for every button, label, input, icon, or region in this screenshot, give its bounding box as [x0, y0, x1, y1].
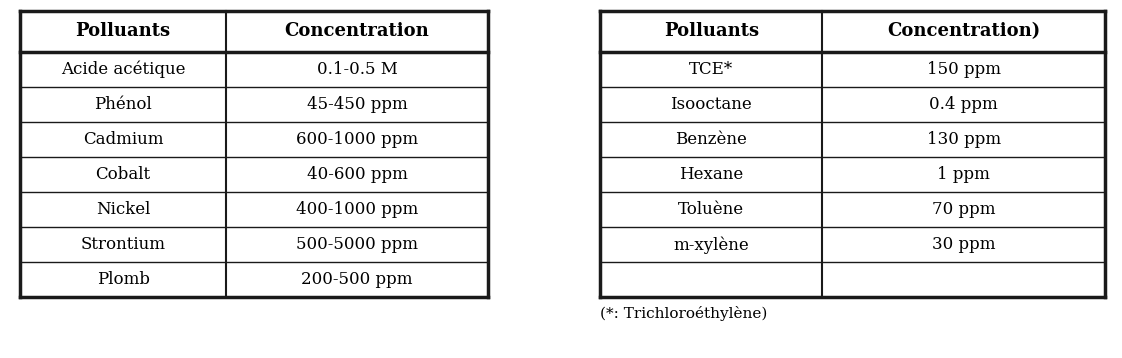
Text: Hexane: Hexane	[679, 166, 744, 183]
Text: Concentration: Concentration	[285, 22, 430, 40]
Text: 40-600 ppm: 40-600 ppm	[306, 166, 407, 183]
Text: 0.4 ppm: 0.4 ppm	[929, 96, 999, 113]
Text: 45-450 ppm: 45-450 ppm	[306, 96, 407, 113]
Text: Toluène: Toluène	[679, 201, 744, 218]
Text: (*: Trichloroéthylène): (*: Trichloroéthylène)	[600, 306, 767, 321]
Text: Benzène: Benzène	[675, 131, 747, 148]
Text: 600-1000 ppm: 600-1000 ppm	[296, 131, 419, 148]
Text: m-xylène: m-xylène	[673, 236, 749, 253]
Text: Polluants: Polluants	[75, 22, 171, 40]
Text: Strontium: Strontium	[81, 236, 166, 253]
Text: Concentration): Concentration)	[888, 22, 1040, 40]
Text: Cadmium: Cadmium	[83, 131, 164, 148]
Text: 200-500 ppm: 200-500 ppm	[302, 271, 413, 289]
Text: 130 ppm: 130 ppm	[927, 131, 1001, 148]
Text: 70 ppm: 70 ppm	[932, 201, 995, 218]
Text: Phénol: Phénol	[94, 96, 151, 113]
Text: 1 ppm: 1 ppm	[937, 166, 991, 183]
Text: Nickel: Nickel	[96, 201, 150, 218]
Text: Polluants: Polluants	[664, 22, 758, 40]
Text: Isooctane: Isooctane	[671, 96, 752, 113]
Text: Cobalt: Cobalt	[95, 166, 150, 183]
Text: 30 ppm: 30 ppm	[932, 236, 995, 253]
Text: Acide acétique: Acide acétique	[61, 61, 185, 78]
Text: 400-1000 ppm: 400-1000 ppm	[296, 201, 419, 218]
Text: 500-5000 ppm: 500-5000 ppm	[296, 236, 419, 253]
Text: 0.1-0.5 M: 0.1-0.5 M	[316, 61, 397, 78]
Text: TCE*: TCE*	[689, 61, 734, 78]
Text: 150 ppm: 150 ppm	[927, 61, 1001, 78]
Text: Plomb: Plomb	[96, 271, 149, 289]
